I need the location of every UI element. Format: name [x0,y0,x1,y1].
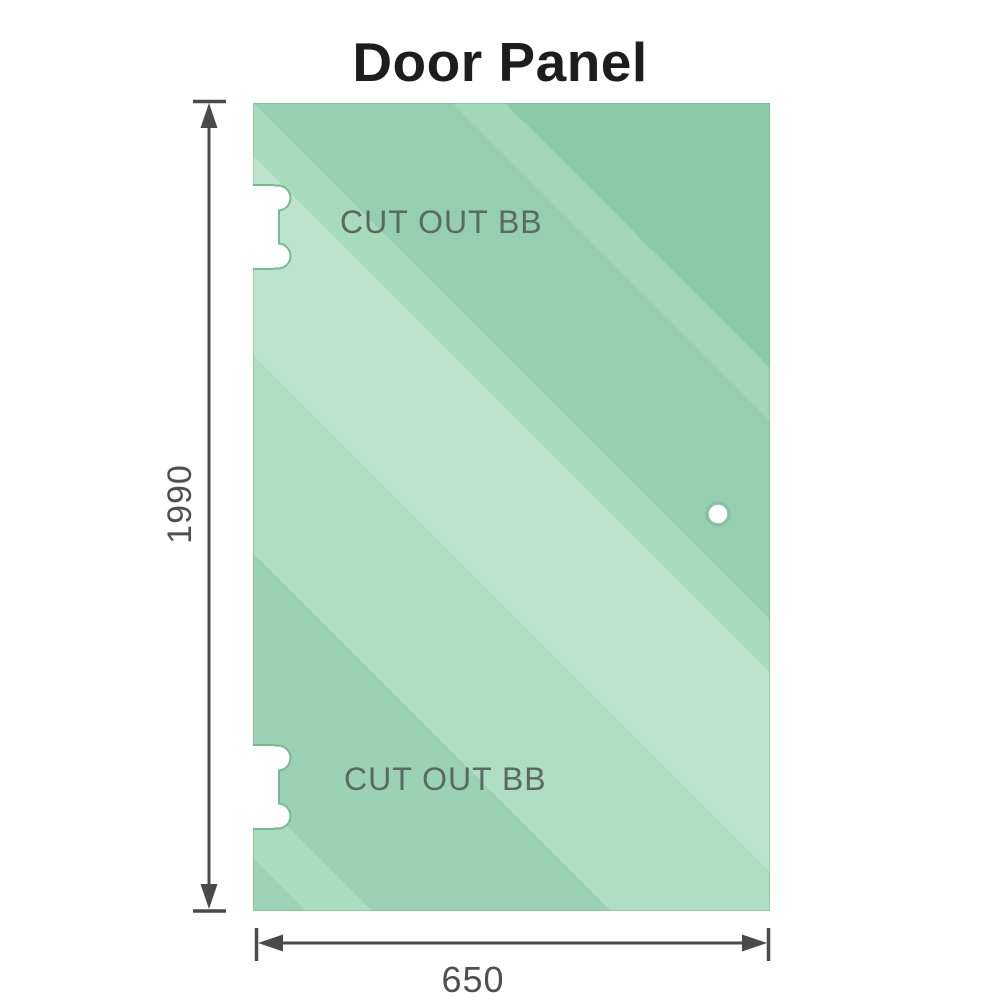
height-dimension-label: 1990 [161,464,199,544]
glass-panel: CUT OUT BB CUT OUT BB [253,103,770,911]
cutout-label-bottom: CUT OUT BB [344,761,547,797]
hinge-cutout-top-icon [253,184,292,270]
hinge-cutout-bottom-icon [253,744,292,830]
panel-features [253,184,731,830]
handle-hole-icon [705,501,731,527]
cutout-label-top: CUT OUT BB [340,204,543,240]
width-dimension-label: 650 [441,959,505,1000]
width-dimension [254,928,771,961]
page-title: Door Panel [352,31,648,93]
